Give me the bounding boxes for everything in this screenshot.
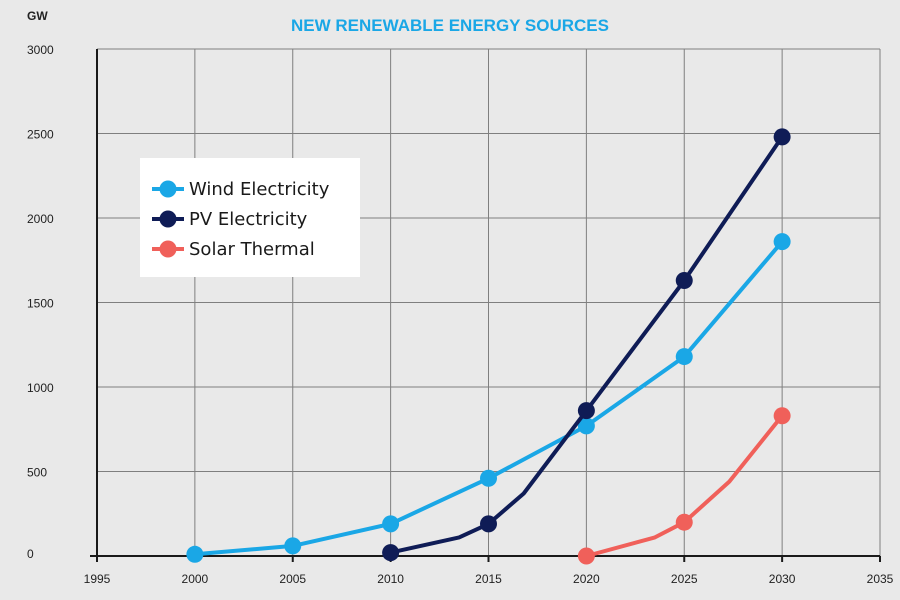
legend-item-wind-electricity: Wind Electricity [152, 179, 330, 200]
x-tick-label-1995: 1995 [84, 572, 111, 586]
legend-marker-solar-thermal [159, 240, 177, 258]
series-pv-electricity [382, 128, 791, 562]
data-point-pv-electricity-2020 [577, 402, 595, 420]
series-wind-electricity [186, 233, 791, 563]
series-solar-thermal [577, 407, 791, 565]
data-point-solar-thermal-2025 [675, 513, 693, 531]
x-tick-label-2020: 2020 [573, 572, 600, 586]
legend-item-solar-thermal: Solar Thermal [152, 239, 315, 260]
x-tick-label-2035: 2035 [867, 572, 894, 586]
legend-label-wind-electricity: Wind Electricity [189, 179, 330, 200]
legend: Wind Electricity PV Electricity Solar Ther… [140, 158, 360, 277]
data-point-pv-electricity-2025 [675, 272, 693, 290]
y-tick-label-3000: 3000 [27, 43, 54, 57]
legend-marker-pv-electricity [159, 210, 177, 228]
legend-item-pv-electricity: PV Electricity [152, 209, 308, 230]
x-tick-label-2000: 2000 [182, 572, 209, 586]
legend-marker-wind-electricity [159, 180, 177, 198]
data-point-pv-electricity-2030 [773, 128, 791, 146]
x-tick-label-2015: 2015 [475, 572, 502, 586]
y-axis-unit-label: GW [27, 9, 48, 23]
y-tick-label-1000: 1000 [27, 381, 54, 395]
y-tick-label-1500: 1500 [27, 297, 54, 311]
y-tick-label-500: 500 [27, 466, 47, 480]
data-point-solar-thermal-2020 [577, 547, 595, 565]
y-tick-label-0: 0 [27, 547, 34, 561]
data-point-solar-thermal-2030 [773, 407, 791, 425]
legend-label-pv-electricity: PV Electricity [189, 209, 308, 230]
data-series [186, 128, 791, 565]
x-tick-label-2010: 2010 [377, 572, 404, 586]
data-point-wind-electricity-2005 [284, 537, 302, 555]
tick-labels: 1995 2000 2005 2010 2015 2020 2025 2030 2035 0 500… [27, 43, 894, 586]
data-point-wind-electricity-2010 [382, 515, 400, 533]
data-point-pv-electricity-2010 [382, 544, 400, 562]
data-point-pv-electricity-2015 [480, 515, 497, 533]
data-point-wind-electricity-2000 [186, 545, 204, 563]
x-tick-label-2025: 2025 [671, 572, 698, 586]
data-point-wind-electricity-2020 [577, 417, 595, 435]
chart-title: NEW RENEWABLE ENERGY SOURCES [291, 16, 609, 35]
x-tick-label-2005: 2005 [279, 572, 306, 586]
data-point-wind-electricity-2030 [773, 233, 791, 251]
x-tick-label-2030: 2030 [769, 572, 796, 586]
legend-label-solar-thermal: Solar Thermal [189, 239, 315, 260]
y-tick-label-2000: 2000 [27, 212, 54, 226]
data-point-wind-electricity-2015 [480, 469, 497, 487]
y-tick-label-2500: 2500 [27, 128, 54, 142]
data-point-wind-electricity-2025 [675, 348, 693, 366]
